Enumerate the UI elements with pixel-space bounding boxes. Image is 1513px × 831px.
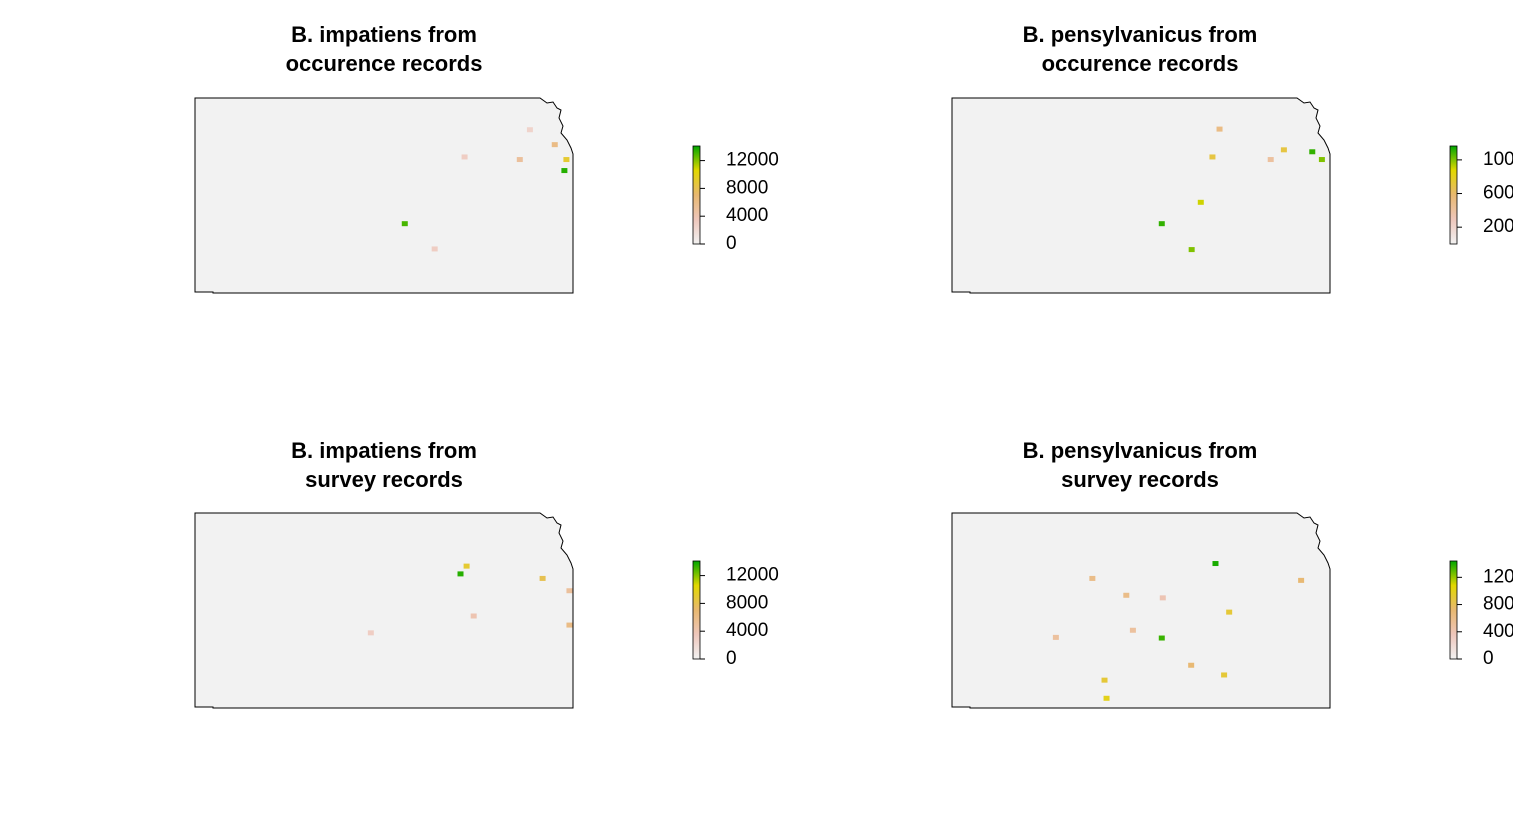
panel-title: B. pensylvanicus from bbox=[1023, 22, 1258, 47]
colorbar-tick-label: 4000 bbox=[726, 620, 768, 641]
colorbar-tick-label: 12000 bbox=[726, 565, 779, 586]
raster-cell bbox=[1280, 147, 1287, 153]
colorbar-tick-label: 0 bbox=[1483, 648, 1494, 669]
raster-cell bbox=[1267, 157, 1274, 163]
panel-title: survey records bbox=[305, 467, 463, 492]
state-outline bbox=[194, 512, 574, 709]
colorbar-tick-label: 200 bbox=[1483, 216, 1513, 237]
colorbar-tick-label: 8000 bbox=[726, 177, 768, 198]
raster-cell bbox=[516, 157, 523, 163]
raster-cell bbox=[1309, 149, 1316, 155]
raster-cell bbox=[1188, 662, 1195, 668]
raster-cell bbox=[1158, 221, 1165, 227]
state-area bbox=[195, 98, 573, 293]
raster-cell bbox=[566, 622, 573, 628]
raster-cell bbox=[526, 127, 533, 133]
raster-cell bbox=[1089, 575, 1096, 581]
raster-cell bbox=[1318, 157, 1325, 163]
state-area bbox=[952, 98, 1330, 293]
raster-cell bbox=[1188, 247, 1195, 253]
state-area bbox=[195, 513, 573, 708]
panel-title: survey records bbox=[1061, 467, 1219, 492]
raster-cell bbox=[1129, 627, 1136, 633]
raster-cell bbox=[1052, 634, 1059, 640]
colorbar bbox=[1449, 560, 1458, 660]
colorbar-tick-label: 800 bbox=[1483, 594, 1513, 615]
colorbar-tick-label: 1200 bbox=[1483, 566, 1513, 587]
raster-cell bbox=[539, 575, 546, 581]
colorbar-tick-label: 12000 bbox=[726, 150, 779, 171]
raster-cell bbox=[457, 571, 464, 577]
raster-cell bbox=[1101, 677, 1108, 683]
colorbar-tick-label: 400 bbox=[1483, 621, 1513, 642]
panel-title: B. pensylvanicus from bbox=[1023, 438, 1258, 463]
colorbar bbox=[692, 560, 701, 660]
raster-cell bbox=[551, 142, 558, 148]
colorbar bbox=[692, 145, 701, 245]
raster-cell bbox=[1221, 672, 1228, 678]
raster-cell bbox=[470, 613, 477, 619]
raster-cell bbox=[1159, 595, 1166, 601]
raster-cell bbox=[463, 563, 470, 569]
raster-cell bbox=[563, 157, 570, 163]
raster-cell bbox=[561, 168, 568, 174]
colorbar-tick-label: 600 bbox=[1483, 183, 1513, 204]
panel-title: occurence records bbox=[1042, 51, 1239, 76]
state-outline bbox=[194, 97, 574, 294]
raster-cell bbox=[1158, 635, 1165, 641]
map bbox=[951, 512, 1331, 709]
raster-cell bbox=[1103, 695, 1110, 701]
colorbar bbox=[1449, 145, 1458, 245]
raster-cell bbox=[367, 630, 374, 636]
raster-cell bbox=[1212, 561, 1219, 567]
raster-cell bbox=[566, 588, 573, 594]
map bbox=[194, 97, 574, 294]
panel-title: B. impatiens from bbox=[291, 438, 477, 463]
raster-cell bbox=[1226, 609, 1233, 615]
raster-cell bbox=[1216, 126, 1223, 132]
raster-cell bbox=[1123, 592, 1130, 598]
raster-cell bbox=[1197, 199, 1204, 205]
map bbox=[194, 512, 574, 709]
raster-cell bbox=[1209, 154, 1216, 160]
raster-cell bbox=[431, 246, 438, 252]
map bbox=[951, 97, 1331, 294]
colorbar-tick-label: 0 bbox=[726, 648, 737, 669]
colorbar-tick-label: 4000 bbox=[726, 205, 768, 226]
raster-cell bbox=[1298, 577, 1305, 583]
state-outline bbox=[951, 512, 1331, 709]
colorbar-tick-label: 0 bbox=[726, 233, 737, 254]
colorbar-tick-label: 1000 bbox=[1483, 149, 1513, 170]
state-area bbox=[952, 513, 1330, 708]
colorbar-tick-label: 8000 bbox=[726, 592, 768, 613]
panel-title: occurence records bbox=[286, 51, 483, 76]
raster-cell bbox=[461, 154, 468, 160]
raster-cell bbox=[401, 221, 408, 227]
state-outline bbox=[951, 97, 1331, 294]
panel-title: B. impatiens from bbox=[291, 22, 477, 47]
